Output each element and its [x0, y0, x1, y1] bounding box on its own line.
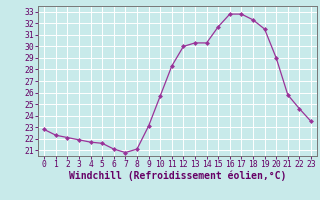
X-axis label: Windchill (Refroidissement éolien,°C): Windchill (Refroidissement éolien,°C) [69, 171, 286, 181]
